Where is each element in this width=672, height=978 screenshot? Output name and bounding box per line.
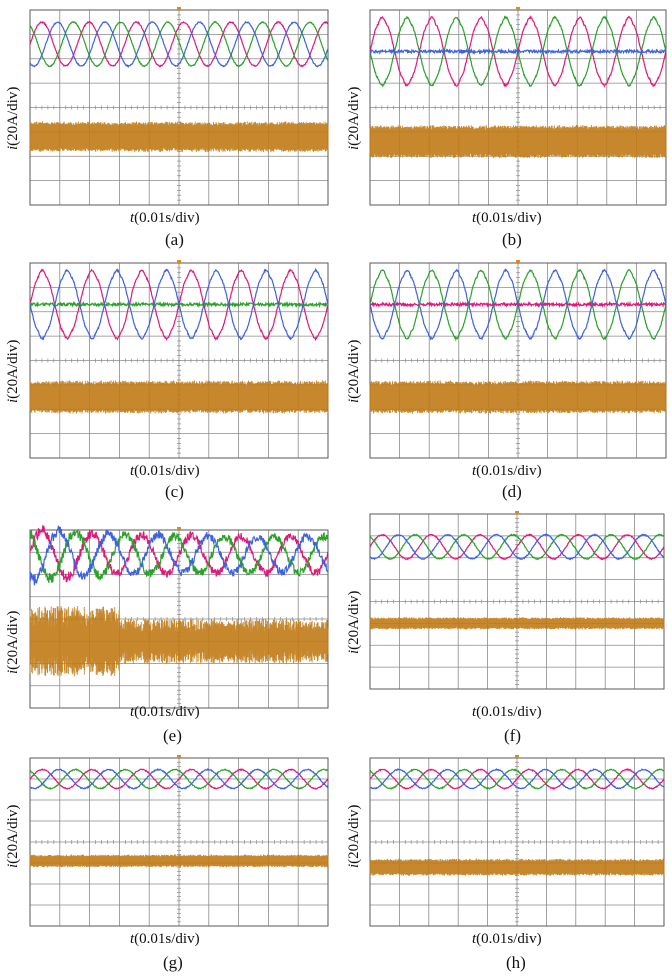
panel-caption: (h)	[506, 953, 526, 972]
panel-a: i(20A/div) t(0.01s/div) (a)	[0, 0, 336, 250]
trace-phase-b	[369, 768, 665, 791]
panel-b: i(20A/div) t(0.01s/div) (b)	[336, 0, 672, 250]
trigger-marker	[177, 527, 181, 530]
panel-caption: (a)	[165, 230, 184, 249]
oscilloscope-screen	[29, 7, 329, 206]
oscilloscope-screen	[29, 755, 329, 927]
trace-phase-c	[369, 768, 665, 790]
panel-caption: (g)	[163, 953, 183, 972]
trace-phase-b	[369, 533, 665, 561]
oscilloscope-screen	[369, 260, 667, 459]
y-axis-label: i(20A/div)	[346, 339, 362, 403]
trace-lower-trace	[29, 121, 329, 153]
trigger-marker	[177, 755, 181, 758]
trace-lower-trace	[369, 617, 665, 630]
panel-g: i(20A/div) t(0.01s/div) (g)	[0, 755, 336, 978]
trace-phase-a	[29, 768, 329, 790]
trace-phase-c	[29, 267, 329, 341]
y-axis-label: i(20A/div)	[5, 804, 21, 868]
y-axis-label: i(20A/div)	[5, 339, 21, 403]
x-axis-label: t(0.01s/div)	[130, 704, 200, 720]
trace-phase-b	[29, 529, 329, 583]
trace-phase-a	[369, 768, 665, 791]
scope-grid	[369, 9, 667, 206]
panel-caption: (f)	[504, 726, 521, 745]
y-axis-label: i(20A/div)	[346, 86, 362, 150]
y-axis-label: i(20A/div)	[346, 804, 362, 868]
trace-lower-trace	[29, 854, 329, 868]
trigger-marker	[177, 7, 181, 10]
x-axis-label: t(0.01s/div)	[472, 210, 542, 226]
x-axis-label: t(0.01s/div)	[130, 931, 200, 947]
panel-e: i(20A/div) t(0.01s/div) (e)	[0, 514, 336, 754]
trace-lower-trace	[29, 606, 329, 677]
oscilloscope-screen	[369, 755, 665, 927]
panel-caption: (c)	[165, 482, 184, 501]
x-axis-label: t(0.01s/div)	[472, 931, 542, 947]
panel-caption: (b)	[502, 230, 522, 249]
trace-lower-trace	[29, 380, 329, 414]
panel-h: i(20A/div) t(0.01s/div) (h)	[336, 755, 672, 978]
oscilloscope-screen	[369, 7, 667, 206]
y-axis-label: i(20A/div)	[346, 590, 362, 654]
x-axis-label: t(0.01s/div)	[472, 704, 542, 720]
trigger-marker	[177, 260, 181, 263]
oscilloscope-screen	[29, 260, 329, 459]
trace-phase-c	[369, 533, 665, 561]
scope-grid	[369, 262, 667, 459]
trace-phase-c	[29, 768, 329, 790]
y-axis-label: i(20A/div)	[5, 610, 21, 674]
oscilloscope-screen	[369, 511, 665, 690]
trace-lower-trace	[369, 380, 667, 414]
x-axis-label: t(0.01s/div)	[472, 463, 542, 479]
trace-lower-trace	[369, 858, 665, 876]
trace-phase-c	[29, 524, 329, 586]
trace-phase-c	[29, 20, 329, 68]
panel-caption: (d)	[502, 482, 522, 501]
trace-phase-a	[369, 533, 665, 561]
scope-grid	[29, 262, 329, 459]
trigger-marker	[515, 511, 519, 514]
x-axis-label: t(0.01s/div)	[130, 463, 200, 479]
panel-c: i(20A/div) t(0.01s/div) (c)	[0, 258, 336, 508]
trigger-marker	[516, 7, 520, 10]
y-axis-label: i(20A/div)	[5, 86, 21, 150]
trace-phase-c	[369, 47, 667, 56]
trace-lower-trace	[369, 124, 667, 159]
panel-d: i(20A/div) t(0.01s/div) (d)	[336, 258, 672, 508]
oscilloscope-screen	[29, 524, 329, 709]
trace-phase-c	[369, 267, 667, 341]
panel-f: i(20A/div) t(0.01s/div) (f)	[336, 511, 672, 754]
trace-phase-a	[29, 525, 329, 583]
panel-caption: (e)	[163, 726, 182, 745]
trace-phase-a	[29, 20, 329, 68]
trigger-marker	[515, 755, 519, 758]
trigger-marker	[516, 260, 520, 263]
trace-phase-b	[29, 768, 329, 790]
x-axis-label: t(0.01s/div)	[130, 210, 200, 226]
